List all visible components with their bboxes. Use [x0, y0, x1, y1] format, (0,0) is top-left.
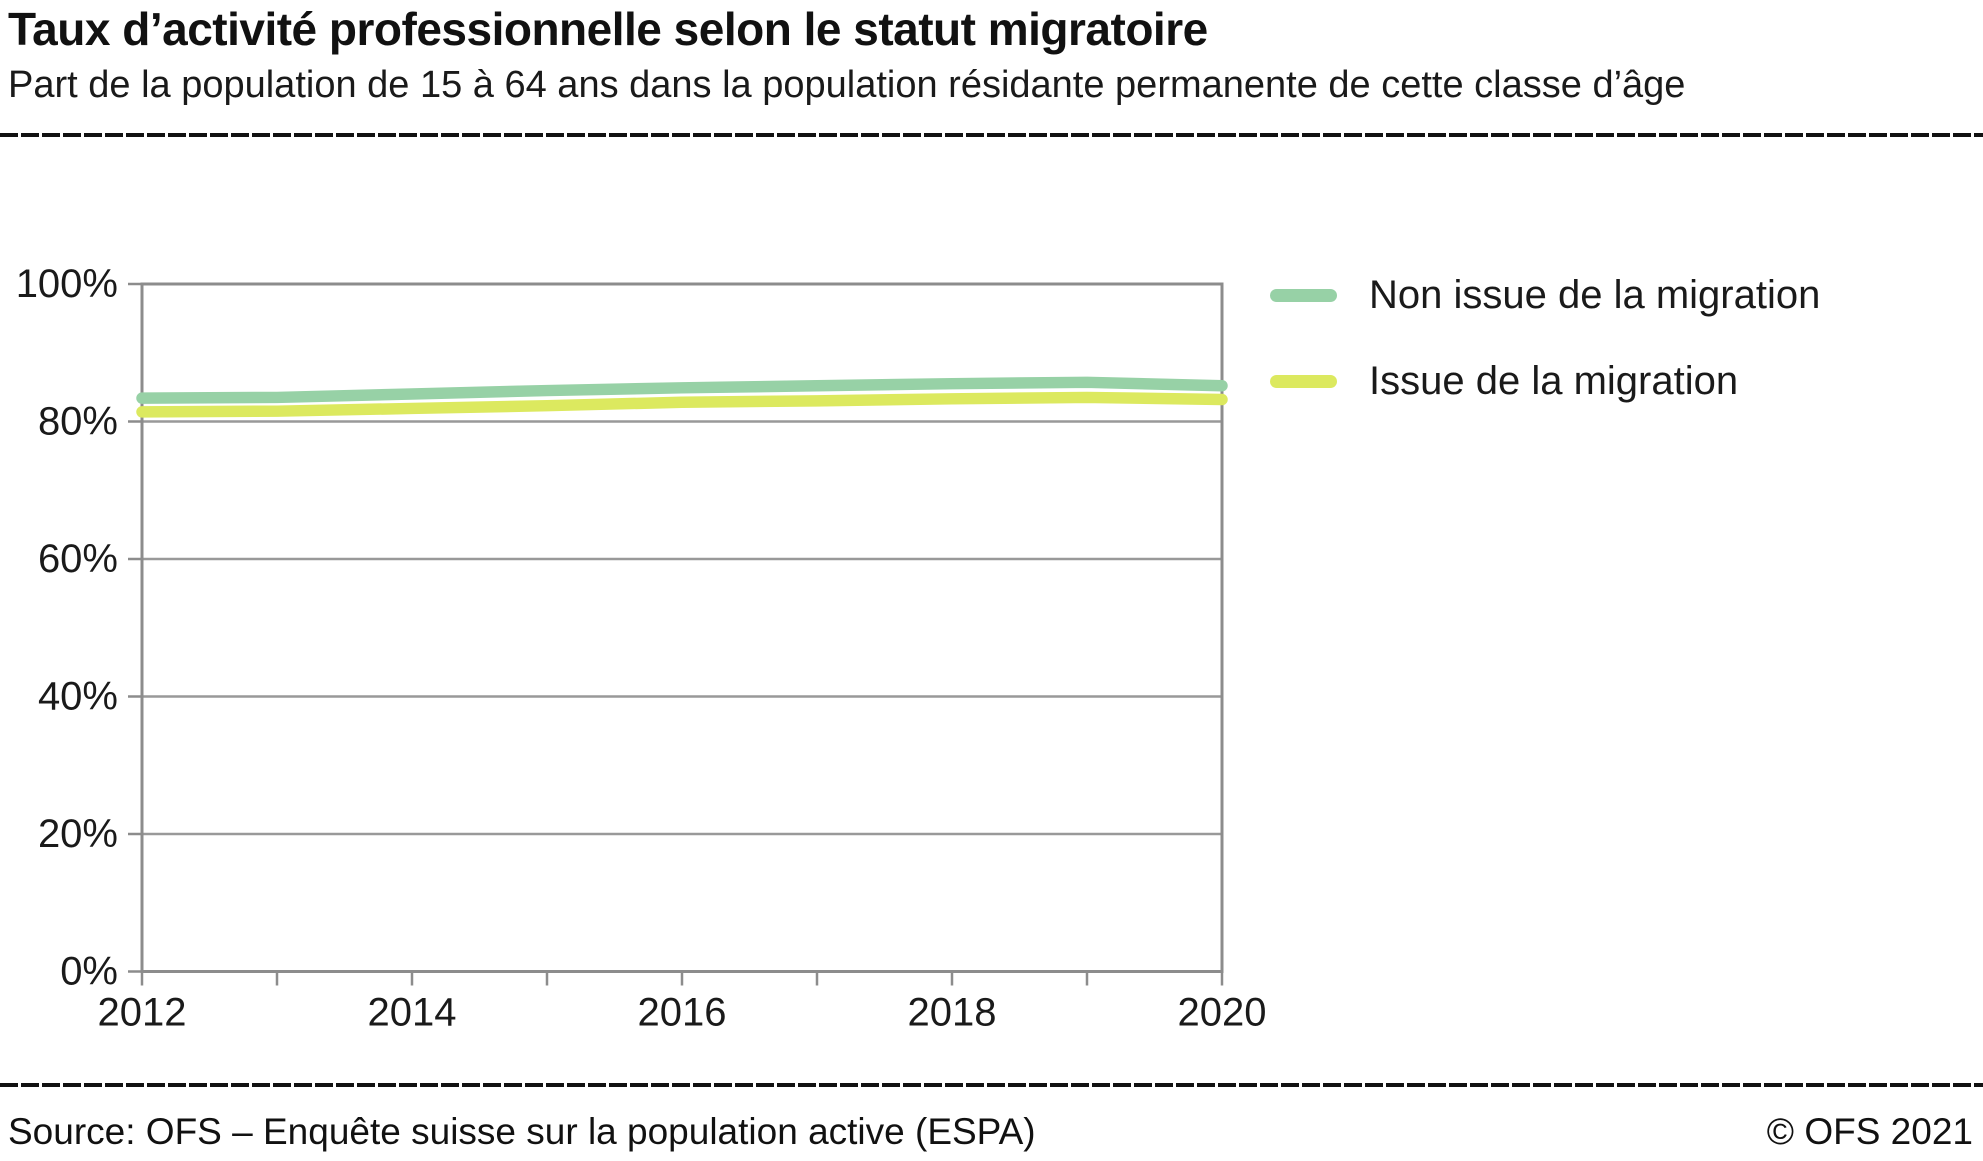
- legend-item-non-issue: Non issue de la migration: [1270, 272, 1820, 318]
- y-tick-label: 0%: [60, 950, 118, 994]
- y-tick-label: 60%: [38, 537, 118, 581]
- header-divider: [0, 133, 1983, 137]
- legend-swatch-yellow: [1270, 374, 1337, 388]
- legend-swatch-green: [1270, 288, 1337, 302]
- y-tick-label: 20%: [38, 812, 118, 856]
- page-subtitle: Part de la population de 15 à 64 ans dan…: [8, 64, 1686, 106]
- chart-legend: Non issue de la migration Issue de la mi…: [1270, 272, 1820, 404]
- footer-divider: [0, 1083, 1983, 1087]
- page-title: Taux d’activité professionnelle selon le…: [8, 3, 1208, 55]
- legend-label: Non issue de la migration: [1369, 272, 1821, 317]
- y-tick-label: 100%: [16, 262, 118, 306]
- x-tick-label: 2018: [908, 991, 997, 1035]
- source-text: Source: OFS – Enquête suisse sur la popu…: [8, 1111, 1036, 1152]
- y-tick-label: 80%: [38, 400, 118, 444]
- legend-label: Issue de la migration: [1369, 358, 1739, 403]
- x-tick-label: 2012: [98, 991, 187, 1035]
- copyright-text: © OFS 2021: [1766, 1111, 1973, 1152]
- x-tick-label: 2014: [368, 991, 457, 1035]
- x-tick-label: 2016: [638, 991, 727, 1035]
- y-tick-label: 40%: [38, 675, 118, 719]
- legend-item-issue: Issue de la migration: [1270, 358, 1820, 404]
- series-line-1: [136, 391, 1228, 418]
- series-line-0: [136, 376, 1228, 404]
- x-tick-label: 2020: [1178, 991, 1267, 1035]
